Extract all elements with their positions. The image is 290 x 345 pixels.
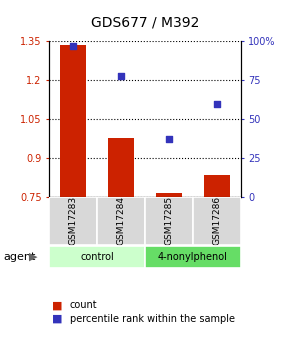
Bar [49,197,97,245]
Text: ■: ■ [52,314,63,324]
Text: agent: agent [3,252,35,262]
Text: GSM17285: GSM17285 [164,196,173,245]
Text: GSM17284: GSM17284 [117,196,126,245]
Bar [60,45,86,197]
Bar [108,138,134,197]
Text: GSM17283: GSM17283 [69,196,78,245]
Point [166,136,171,142]
Point [214,101,219,106]
Text: percentile rank within the sample: percentile rank within the sample [70,314,235,324]
Text: ▶: ▶ [29,252,37,262]
Bar [97,197,145,245]
Bar [145,246,241,268]
Text: 4-nonylphenol: 4-nonylphenol [158,252,228,262]
Point [119,73,124,78]
Bar [204,175,230,197]
Bar [145,197,193,245]
Bar [193,197,241,245]
Bar [156,193,182,197]
Point [71,43,75,49]
Text: GSM17286: GSM17286 [212,196,221,245]
Text: GDS677 / M392: GDS677 / M392 [91,15,199,29]
Text: control: control [80,252,114,262]
Text: ■: ■ [52,300,63,310]
Text: count: count [70,300,97,310]
Bar [49,246,145,268]
